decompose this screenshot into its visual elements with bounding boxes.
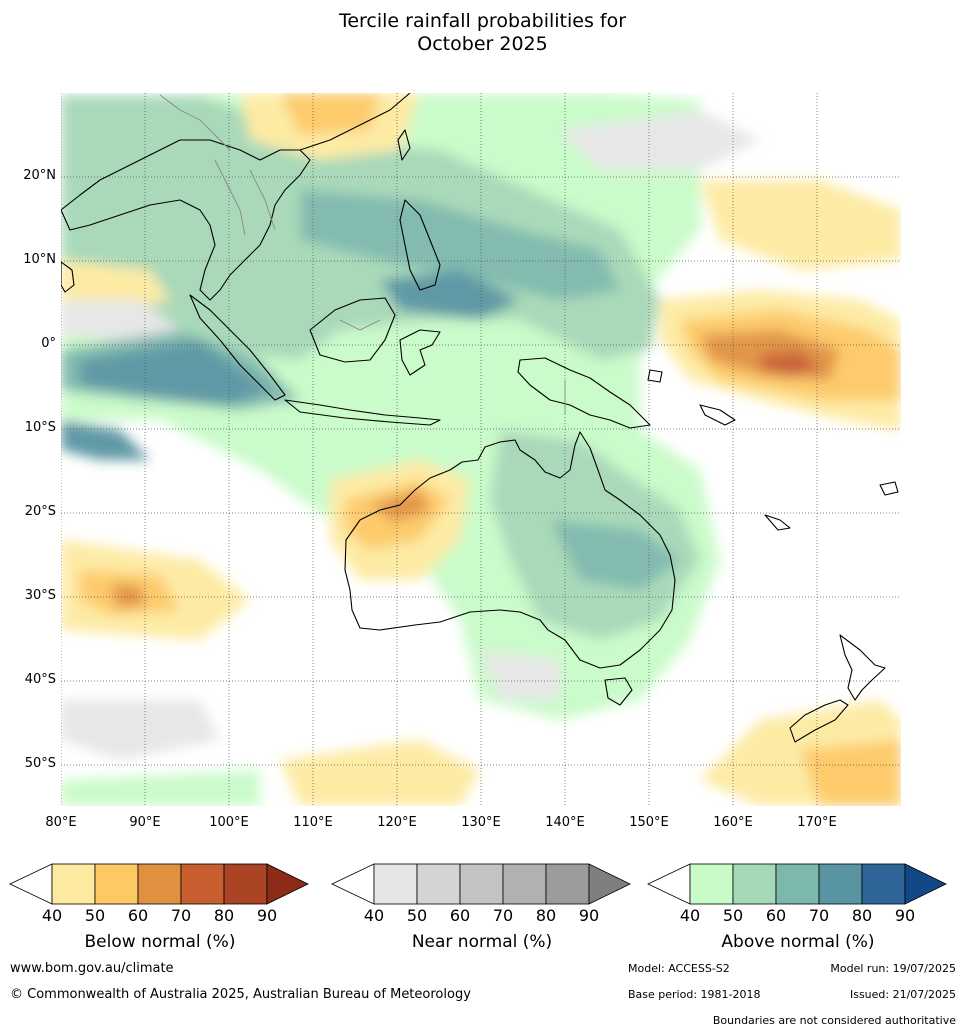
footer-model: Model: ACCESS-S2 [628,962,730,975]
colorbar-below-normal [9,863,309,905]
footer-model-run: Model run: 19/07/2025 [830,962,956,975]
footer-disclaimer: Boundaries are not considered authoritat… [712,1014,956,1027]
footer-base-period: Base period: 1981-2018 [628,988,761,1001]
above-tick-40: 40 [679,906,701,925]
lat-label-20s: 20°S [24,504,56,519]
lon-label-120e: 120°E [377,815,417,830]
near-tick-50: 50 [406,906,428,925]
lat-label-40s: 40°S [24,672,56,687]
near-swatch-40-50 [373,863,418,905]
lon-label-80e: 80°E [45,815,77,830]
near-swatch-over [588,863,631,905]
below-tick-40: 40 [41,906,63,925]
above-tick-70: 70 [808,906,830,925]
below-tick-50: 50 [84,906,106,925]
forecast-map [61,93,901,806]
below-tick-90: 90 [256,906,278,925]
colorbar-near-normal [331,863,631,905]
below-swatch-40-50 [51,863,96,905]
near-swatch-70-80 [502,863,547,905]
above-swatch-40-50 [689,863,734,905]
lat-label-30s: 30°S [24,588,56,603]
near-tick-40: 40 [363,906,385,925]
below-tick-80: 80 [213,906,235,925]
near-tick-90: 90 [578,906,600,925]
colorbar-title-near: Near normal (%) [411,932,553,952]
above-swatch-50-60 [732,863,777,905]
colorbar-title-above: Above normal (%) [721,932,875,952]
below-swatch-over [266,863,309,905]
below-tick-70: 70 [170,906,192,925]
near-tick-70: 70 [492,906,514,925]
lon-label-160e: 160°E [713,815,753,830]
lat-label-20n: 20°N [23,168,56,183]
above-swatch-70-80 [818,863,863,905]
above-tick-60: 60 [765,906,787,925]
lon-label-140e: 140°E [545,815,585,830]
colorbar-title-below: Below normal (%) [84,932,236,952]
near-swatch-under [331,863,375,905]
lat-label-0: 0° [41,336,56,351]
above-tick-90: 90 [894,906,916,925]
near-swatch-50-60 [416,863,461,905]
lon-label-110e: 110°E [293,815,333,830]
below-swatch-50-60 [94,863,139,905]
footer-copyright: © Commonwealth of Australia 2025, Austra… [10,987,471,1002]
map-area [61,93,901,806]
lon-label-150e: 150°E [629,815,669,830]
above-swatch-80-90 [861,863,906,905]
footer-website: www.bom.gov.au/climate [10,961,174,976]
lon-label-90e: 90°E [129,815,161,830]
above-swatch-over [904,863,947,905]
below-swatch-80-90 [223,863,268,905]
lon-label-130e: 130°E [461,815,501,830]
lon-label-170e: 170°E [797,815,837,830]
title-line-1: Tercile rainfall probabilities for [338,10,627,32]
near-swatch-80-90 [545,863,590,905]
below-swatch-under [9,863,53,905]
below-tick-60: 60 [127,906,149,925]
below-swatch-70-80 [180,863,225,905]
near-swatch-60-70 [459,863,504,905]
above-swatch-60-70 [775,863,820,905]
above-tick-80: 80 [851,906,873,925]
title-line-2: October 2025 [417,33,548,55]
footer-issued: Issued: 21/07/2025 [849,988,956,1001]
near-tick-60: 60 [449,906,471,925]
lat-label-50s: 50°S [24,756,56,771]
colorbar-above-normal [647,863,947,905]
below-swatch-60-70 [137,863,182,905]
above-tick-50: 50 [722,906,744,925]
lat-label-10n: 10°N [23,252,56,267]
above-swatch-under [647,863,691,905]
lon-label-100e: 100°E [209,815,249,830]
near-tick-80: 80 [535,906,557,925]
lat-label-10s: 10°S [24,420,56,435]
map-title: Tercile rainfall probabilities for Octob… [0,10,965,56]
